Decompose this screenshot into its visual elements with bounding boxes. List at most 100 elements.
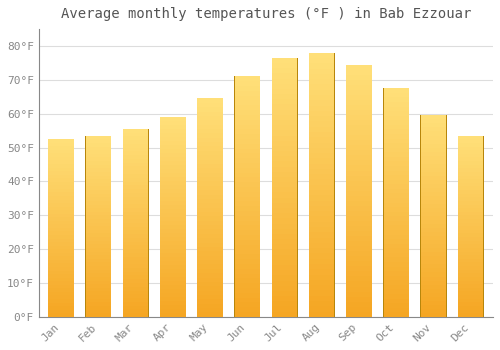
Bar <box>86 230 111 233</box>
Bar <box>458 190 483 194</box>
Bar <box>458 147 483 150</box>
Bar <box>272 58 297 63</box>
Bar <box>48 214 74 217</box>
Bar <box>384 221 409 225</box>
Bar <box>198 278 222 282</box>
Bar <box>123 272 148 275</box>
Bar <box>458 176 483 179</box>
Bar <box>48 292 74 295</box>
Bar <box>86 158 111 161</box>
Bar <box>234 216 260 220</box>
Bar <box>384 303 409 308</box>
Bar <box>346 201 372 206</box>
Bar <box>384 203 409 207</box>
Bar <box>309 238 334 243</box>
Bar <box>48 288 74 292</box>
Bar <box>346 226 372 231</box>
Bar <box>234 264 260 269</box>
Bar <box>272 193 297 198</box>
Bar <box>198 264 222 269</box>
Bar <box>384 280 409 285</box>
Bar <box>421 228 446 232</box>
Bar <box>234 202 260 206</box>
Bar <box>309 90 334 95</box>
Bar <box>272 224 297 229</box>
Bar <box>48 189 74 192</box>
Bar <box>458 255 483 259</box>
Bar <box>421 257 446 260</box>
Bar <box>198 313 222 317</box>
Bar <box>458 244 483 248</box>
Bar <box>458 270 483 273</box>
Bar <box>234 120 260 125</box>
Bar <box>458 273 483 277</box>
Bar <box>346 85 372 90</box>
Bar <box>272 218 297 224</box>
Bar <box>309 164 334 169</box>
Bar <box>198 186 222 190</box>
Bar <box>160 269 186 273</box>
Bar <box>421 160 446 164</box>
Bar <box>160 297 186 301</box>
Bar <box>198 299 222 304</box>
Bar <box>48 139 74 317</box>
Bar <box>198 308 222 313</box>
Bar <box>309 53 334 58</box>
Bar <box>272 99 297 104</box>
Bar <box>309 185 334 190</box>
Bar <box>421 281 446 285</box>
Bar <box>421 172 446 176</box>
Bar <box>123 215 148 219</box>
Bar <box>384 134 409 139</box>
Bar <box>309 148 334 153</box>
Bar <box>197 98 223 317</box>
Bar <box>123 260 148 264</box>
Bar <box>384 267 409 271</box>
Bar <box>272 203 297 208</box>
Bar <box>86 219 111 223</box>
Bar <box>234 235 260 240</box>
Bar <box>272 250 297 255</box>
Bar <box>160 173 186 177</box>
Bar <box>86 168 111 172</box>
Bar <box>309 253 334 259</box>
Bar <box>198 216 222 221</box>
Bar <box>421 200 446 204</box>
Bar <box>458 150 483 154</box>
Bar <box>234 278 260 283</box>
Bar <box>48 171 74 175</box>
Bar <box>272 172 297 177</box>
Bar <box>234 312 260 317</box>
Bar <box>123 234 148 238</box>
Bar <box>160 141 186 145</box>
Bar <box>346 115 372 120</box>
Bar <box>198 120 222 125</box>
Bar <box>198 256 222 260</box>
Bar <box>198 107 222 112</box>
Bar <box>86 139 111 143</box>
Bar <box>234 302 260 307</box>
Bar <box>272 213 297 218</box>
Bar <box>48 249 74 253</box>
Bar <box>272 234 297 239</box>
Bar <box>272 104 297 110</box>
Bar <box>160 145 186 149</box>
Bar <box>234 254 260 259</box>
Bar <box>48 178 74 182</box>
Bar <box>160 225 186 229</box>
Bar <box>234 206 260 211</box>
Bar <box>123 268 148 272</box>
Bar <box>309 180 334 185</box>
Bar <box>198 103 222 107</box>
Bar <box>384 170 409 175</box>
Bar <box>458 219 483 223</box>
Bar <box>346 312 372 317</box>
Bar <box>198 243 222 247</box>
Bar <box>384 111 409 116</box>
Bar <box>421 236 446 240</box>
Bar <box>272 125 297 130</box>
Bar <box>346 170 372 176</box>
Bar <box>160 261 186 265</box>
Bar <box>198 269 222 273</box>
Bar <box>309 285 334 290</box>
